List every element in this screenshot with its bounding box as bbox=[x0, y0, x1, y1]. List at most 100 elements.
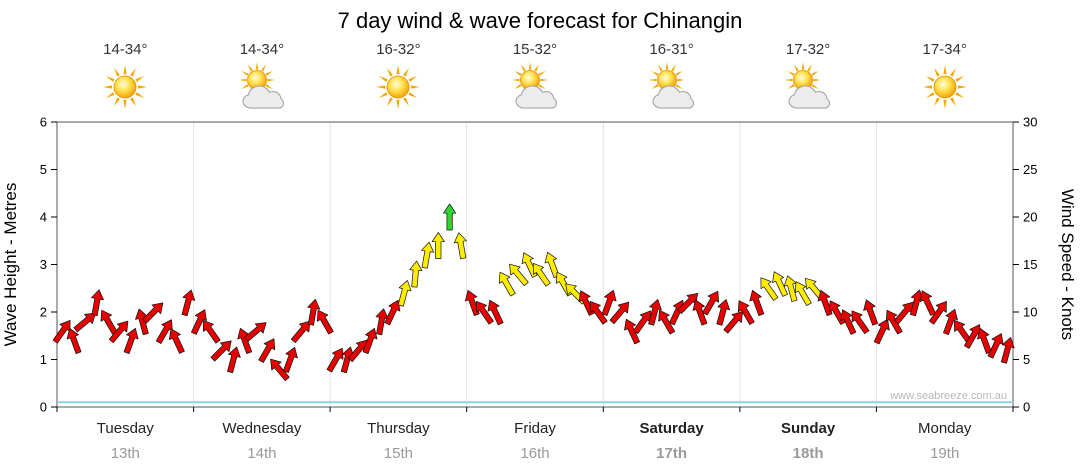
left-tick-label: 0 bbox=[40, 400, 47, 415]
sun-ray bbox=[949, 97, 956, 107]
sun-ray bbox=[813, 78, 822, 82]
wind-arrow bbox=[282, 346, 298, 373]
wind-arrow bbox=[421, 241, 435, 269]
wind-arrow bbox=[316, 309, 334, 335]
wind-arrow bbox=[920, 290, 936, 316]
watermark: www.seabreeze.com.au bbox=[889, 390, 1007, 402]
sun-ray bbox=[114, 67, 121, 77]
sun-ray bbox=[387, 97, 394, 107]
sun-ray bbox=[811, 71, 819, 76]
sun-ray bbox=[528, 62, 532, 70]
sun-ray bbox=[106, 76, 115, 82]
wind-arrow bbox=[270, 358, 290, 382]
wind-arrow bbox=[873, 318, 890, 345]
wind-arrow bbox=[977, 327, 992, 354]
wind-arrow bbox=[168, 328, 185, 354]
day-column: 15-32° bbox=[475, 40, 595, 117]
right-tick-label: 15 bbox=[1023, 257, 1037, 272]
right-axis-label: Wind Speed - Knots bbox=[1058, 189, 1077, 340]
sun-ray bbox=[648, 78, 657, 82]
wind-arrow bbox=[702, 290, 720, 316]
sun-ray bbox=[957, 85, 967, 89]
wind-arrow bbox=[362, 327, 378, 354]
wind-arrow bbox=[589, 301, 608, 325]
sun-ray bbox=[260, 64, 266, 72]
sun-ray bbox=[130, 97, 137, 107]
day-name-label: Monday bbox=[918, 420, 972, 437]
right-tick-label: 10 bbox=[1023, 305, 1037, 320]
sun-ray bbox=[811, 84, 819, 89]
sun-ray bbox=[933, 97, 940, 107]
sun-ray bbox=[925, 76, 935, 82]
day-column: 16-32° bbox=[338, 40, 458, 117]
sun-ray bbox=[514, 71, 522, 76]
wind-arrow bbox=[227, 346, 241, 374]
sun-ray bbox=[955, 76, 964, 82]
sun-disc bbox=[113, 75, 137, 99]
day-column: 14-34° bbox=[65, 40, 185, 117]
sun-ray bbox=[123, 65, 127, 75]
temperature-label: 14-34° bbox=[239, 41, 285, 58]
sun-ray bbox=[925, 92, 935, 98]
wind-arrow bbox=[191, 309, 207, 335]
day-headers: 14-34° 14-34° 16-32° 15-32° 16-31° 17-32° 17-3… bbox=[0, 40, 1080, 130]
wind-arrow bbox=[760, 277, 779, 301]
wind-arrow bbox=[108, 320, 129, 344]
day-date-label: 18th bbox=[793, 445, 824, 462]
sun-ray bbox=[103, 85, 113, 89]
cloud-shape bbox=[515, 85, 558, 109]
sun-ray bbox=[403, 67, 410, 77]
temperature-label: 17-32° bbox=[785, 41, 831, 58]
wind-arrow bbox=[307, 298, 321, 326]
sun-ray bbox=[943, 99, 947, 109]
cloud-shape bbox=[652, 85, 694, 109]
day-date-label: 17th bbox=[656, 445, 687, 462]
day-name-label: Thursday bbox=[367, 420, 430, 437]
day-name-label: Tuesday bbox=[97, 420, 154, 437]
sun-ray bbox=[396, 65, 400, 75]
sun-ray bbox=[411, 85, 421, 89]
sun-ray bbox=[538, 71, 546, 76]
sun-ray bbox=[379, 76, 388, 82]
wind-arrow bbox=[91, 289, 104, 317]
sun-ray bbox=[650, 71, 659, 76]
wind-arrow bbox=[384, 299, 401, 326]
day-column: 16-31° bbox=[612, 40, 732, 117]
sun-ray bbox=[801, 62, 805, 70]
sun-ray bbox=[787, 71, 795, 76]
temperature-label: 14-34° bbox=[103, 41, 148, 58]
sun-ray bbox=[514, 84, 522, 89]
wind-arrow bbox=[794, 281, 812, 306]
sun-ray bbox=[534, 64, 539, 72]
sun-ray bbox=[943, 65, 947, 75]
wind-arrow bbox=[142, 302, 164, 324]
wind-arrow bbox=[716, 299, 731, 326]
cloud-shape bbox=[242, 85, 284, 109]
sun-ray bbox=[949, 67, 956, 77]
day-column: 17-34° bbox=[885, 40, 1005, 117]
wind-arrow bbox=[851, 310, 870, 335]
sun-ray bbox=[396, 99, 400, 109]
sun-ray bbox=[130, 67, 137, 77]
sun-ray bbox=[933, 67, 940, 77]
wind-arrow bbox=[863, 299, 879, 326]
day-date-label: 13th bbox=[111, 445, 140, 462]
right-tick-label: 0 bbox=[1023, 400, 1030, 415]
wind-arrow bbox=[202, 320, 221, 344]
wind-arrow bbox=[609, 301, 630, 325]
day-date-label: 15th bbox=[384, 445, 413, 462]
sun-ray bbox=[408, 76, 418, 82]
right-tick-label: 5 bbox=[1023, 352, 1030, 367]
wind-arrow bbox=[648, 299, 662, 326]
wind-arrow bbox=[431, 232, 445, 259]
sun-ray bbox=[676, 78, 685, 82]
wind-arrow bbox=[210, 340, 232, 362]
wind-arrow bbox=[624, 318, 640, 345]
left-tick-label: 6 bbox=[40, 115, 47, 130]
sun-ray bbox=[670, 64, 676, 72]
sun-ray bbox=[403, 97, 410, 107]
day-date-label: 14th bbox=[247, 445, 276, 462]
wind-arrow bbox=[290, 320, 311, 344]
wind-arrow bbox=[749, 289, 765, 316]
